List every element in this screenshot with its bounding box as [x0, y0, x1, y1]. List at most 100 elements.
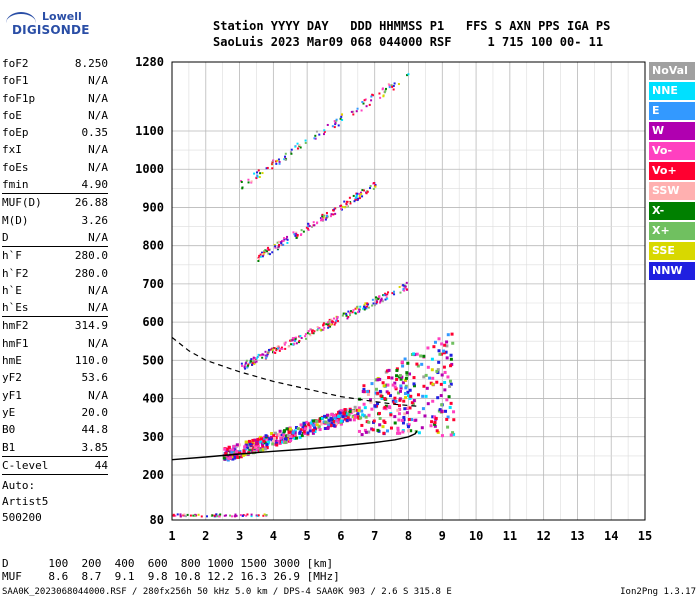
x-tick-label: 12: [536, 529, 550, 543]
echo-point: [339, 207, 342, 210]
echo-point: [227, 454, 231, 458]
echo-point: [299, 423, 303, 427]
echo-point: [399, 389, 403, 393]
echo-point: [197, 513, 200, 516]
echo-point: [374, 378, 378, 382]
echo-point: [271, 351, 274, 354]
echo-point: [297, 341, 300, 344]
echo-point: [235, 443, 239, 447]
echo-point: [404, 384, 408, 388]
echo-point: [365, 307, 368, 310]
param-row: h`Es N/A: [2, 299, 108, 318]
echo-point: [294, 426, 298, 430]
echo-point: [369, 187, 372, 190]
echo-point: [327, 418, 331, 422]
echo-point: [429, 381, 433, 385]
echo-point: [273, 351, 276, 354]
echo-point: [299, 146, 302, 149]
echo-point: [430, 420, 434, 424]
echo-point: [378, 295, 381, 298]
echo-point: [360, 409, 364, 413]
echo-point: [384, 87, 387, 90]
param-name: foF1: [2, 74, 29, 88]
echo-point: [284, 158, 287, 161]
echo-point: [362, 384, 366, 388]
echo-point: [284, 341, 287, 344]
echo-point: [266, 248, 269, 251]
param-row: B1 3.85: [2, 439, 108, 457]
echo-point: [236, 455, 240, 459]
echo-point: [293, 342, 296, 345]
echo-point: [309, 421, 313, 425]
echo-point: [304, 139, 307, 142]
echo-point: [449, 382, 453, 386]
echo-point: [330, 323, 333, 326]
echo-point: [449, 433, 453, 437]
echo-point: [385, 429, 389, 433]
y-tick-label: 1000: [135, 162, 164, 176]
echo-point: [332, 209, 335, 212]
param-row: foF1 N/A: [2, 72, 108, 89]
echo-point: [258, 254, 261, 257]
echo-point: [400, 375, 404, 379]
echo-point: [341, 205, 344, 208]
echo-point: [296, 234, 299, 237]
echo-point: [289, 339, 292, 342]
echo-point: [252, 360, 255, 363]
echo-point: [253, 172, 256, 175]
param-name: foF1p: [2, 91, 36, 105]
param-name: fmin: [2, 178, 29, 192]
echo-point: [296, 235, 299, 238]
echo-point: [267, 348, 270, 351]
echo-point: [438, 352, 442, 356]
echo-point: [287, 427, 291, 431]
echo-point: [384, 292, 387, 295]
echo-point: [283, 237, 286, 240]
echo-point: [375, 299, 378, 302]
echo-point: [410, 418, 414, 422]
echo-point: [372, 187, 375, 190]
echo-point: [383, 91, 386, 94]
echo-point: [248, 361, 251, 364]
echo-point: [331, 125, 334, 128]
echo-point: [233, 455, 237, 459]
echo-point: [246, 513, 249, 516]
echo-point: [325, 217, 328, 220]
echo-point: [367, 303, 370, 306]
echo-point: [275, 347, 278, 350]
echo-point: [308, 425, 312, 429]
echo-point: [389, 413, 393, 417]
echo-point: [174, 514, 177, 517]
param-value: N/A: [88, 74, 108, 88]
param-value: N/A: [88, 301, 108, 315]
param-row: fmin 4.90: [2, 176, 108, 195]
echo-point: [313, 429, 317, 433]
echo-point: [440, 409, 444, 413]
echo-point: [328, 322, 331, 325]
echo-point: [357, 406, 361, 410]
echo-point: [381, 425, 385, 429]
echo-point: [172, 513, 175, 516]
param-value: N/A: [88, 388, 108, 402]
echo-point: [307, 225, 310, 228]
echo-point: [240, 181, 243, 184]
echo-point: [371, 428, 375, 432]
echo-point: [387, 82, 390, 85]
echo-point: [246, 446, 250, 450]
echo-point: [238, 451, 242, 455]
echo-point: [365, 305, 368, 308]
echo-point: [444, 350, 448, 354]
echo-point: [403, 289, 406, 292]
echo-point: [405, 411, 409, 415]
echo-point: [257, 353, 260, 356]
echo-point: [346, 415, 350, 419]
echo-point: [400, 418, 404, 422]
echo-point: [443, 343, 447, 347]
echo-point: [374, 391, 378, 395]
echo-point: [241, 514, 244, 517]
param-row: C-level 44: [2, 457, 108, 476]
echo-point: [393, 293, 396, 296]
echo-point: [378, 389, 382, 393]
echo-point: [257, 258, 260, 261]
echo-point: [345, 314, 348, 317]
